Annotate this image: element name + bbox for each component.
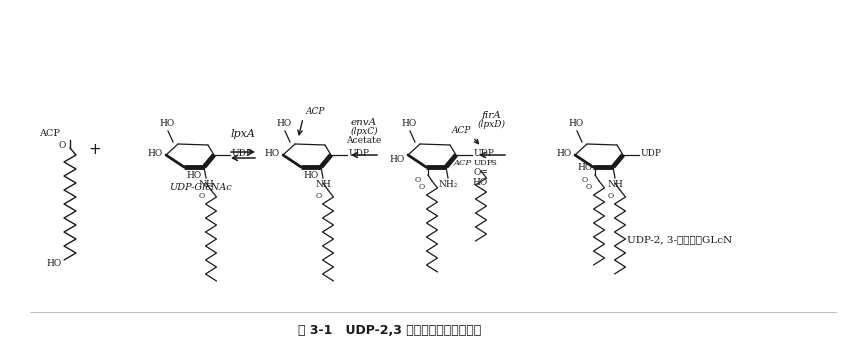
Text: HO: HO bbox=[303, 171, 318, 180]
Text: +: + bbox=[88, 142, 101, 158]
Text: HO: HO bbox=[159, 119, 175, 128]
Text: ACP: ACP bbox=[39, 128, 60, 138]
Text: NH: NH bbox=[607, 180, 623, 189]
Text: HO: HO bbox=[265, 149, 280, 159]
Text: ACP: ACP bbox=[454, 159, 472, 167]
Text: ACP: ACP bbox=[306, 107, 326, 116]
Text: HO: HO bbox=[472, 178, 488, 187]
Text: UDP: UDP bbox=[641, 149, 662, 159]
Text: HO: HO bbox=[47, 259, 62, 267]
Text: firA: firA bbox=[482, 111, 502, 120]
Text: UDP: UDP bbox=[232, 149, 253, 159]
Text: NH: NH bbox=[198, 180, 214, 189]
Text: O: O bbox=[582, 176, 588, 184]
Text: HO: HO bbox=[557, 149, 572, 159]
Text: (lpxD): (lpxD) bbox=[478, 120, 506, 129]
Text: O: O bbox=[608, 192, 614, 200]
Text: ACP: ACP bbox=[452, 126, 471, 135]
Text: HO: HO bbox=[186, 171, 201, 180]
Text: UDP: UDP bbox=[349, 149, 370, 159]
Text: HO: HO bbox=[568, 119, 584, 128]
Text: UDP: UDP bbox=[474, 149, 495, 159]
Text: HO: HO bbox=[577, 163, 592, 172]
Text: HO: HO bbox=[148, 149, 163, 159]
Text: (lpxC): (lpxC) bbox=[350, 127, 378, 136]
Text: O: O bbox=[199, 192, 205, 200]
Text: NH₂: NH₂ bbox=[438, 180, 458, 189]
Text: O: O bbox=[316, 192, 322, 200]
Text: envA: envA bbox=[351, 118, 377, 127]
Text: UDP-GlcNAc: UDP-GlcNAc bbox=[169, 183, 231, 192]
Text: O: O bbox=[586, 183, 592, 191]
Text: HO: HO bbox=[276, 119, 292, 128]
Text: NH: NH bbox=[315, 180, 331, 189]
Text: O: O bbox=[415, 176, 421, 184]
Text: lpxA: lpxA bbox=[230, 129, 255, 139]
Text: 图 3-1   UDP-2,3 二脂酰葡萄糖胺的合成: 图 3-1 UDP-2,3 二脂酰葡萄糖胺的合成 bbox=[299, 323, 481, 336]
Text: S: S bbox=[490, 159, 496, 167]
Text: O=: O= bbox=[474, 168, 489, 177]
Text: Acetate: Acetate bbox=[346, 136, 382, 145]
Text: HO: HO bbox=[401, 119, 417, 128]
Text: O: O bbox=[58, 140, 66, 149]
Text: HO: HO bbox=[390, 155, 405, 164]
Text: UDP: UDP bbox=[474, 159, 494, 167]
Text: O: O bbox=[419, 183, 425, 191]
Text: UDP-2, 3-二脂酰－GLcN: UDP-2, 3-二脂酰－GLcN bbox=[627, 235, 732, 244]
